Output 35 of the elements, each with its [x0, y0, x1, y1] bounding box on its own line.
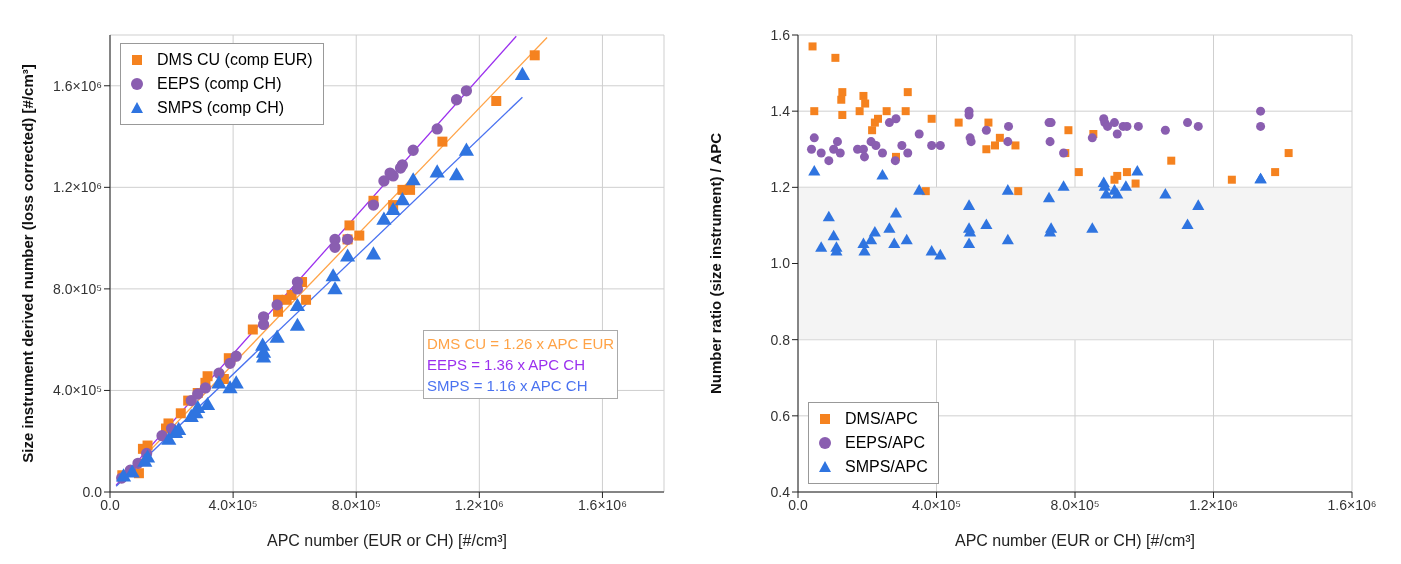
- y-tick-label: 0.4: [770, 483, 791, 500]
- x-axis-title: APC number (EUR or CH) [#/cm³]: [266, 532, 508, 549]
- y-tick-label: 0.8: [770, 331, 791, 348]
- x-tick-label: 0.0: [100, 496, 120, 513]
- annotation: EEPS = 1.36 x APC CH: [427, 354, 586, 375]
- x-axis-title: APC number (EUR or CH) [#/cm³]: [954, 532, 1196, 549]
- x-tick-label: 4.0×10⁵: [208, 496, 258, 513]
- legend-label: SMPS/APC: [845, 458, 928, 476]
- y-axis-title: Size instrument derived number (loss corrected) [#/cm³]: [19, 64, 37, 463]
- y-tick-label: 1.2: [770, 179, 791, 196]
- y-tick-label: 1.6×10⁶: [53, 77, 102, 94]
- x-tick-label: 4.0×10⁵: [911, 496, 962, 513]
- x-tick-label: 1.2×10⁶: [1189, 496, 1238, 513]
- legend-label: DMS/APC: [845, 410, 918, 428]
- x-tick-label: 8.0×10⁵: [1050, 496, 1100, 513]
- y-tick-label: 1.4: [770, 103, 791, 120]
- annotation: SMPS = 1.16 x APC CH: [427, 375, 589, 396]
- legend-label: EEPS/APC: [845, 434, 926, 452]
- legend-label: SMPS (comp CH): [157, 99, 285, 117]
- y-tick-label: 0.0: [82, 483, 103, 500]
- y-tick-label: 1.2×10⁶: [53, 179, 102, 196]
- y-tick-label: 1.6: [770, 26, 791, 43]
- x-tick-label: 0.0: [788, 496, 808, 513]
- x-tick-label: 8.0×10⁵: [331, 496, 381, 513]
- y-axis-title: Number ratio (size instrument) / APC: [707, 132, 725, 395]
- legend-label: EEPS (comp CH): [157, 75, 282, 93]
- y-tick-label: 0.6: [770, 407, 791, 424]
- y-tick-label: 4.0×10⁵: [52, 382, 102, 399]
- y-tick-label: 8.0×10⁵: [52, 280, 102, 297]
- x-tick-label: 1.6×10⁶: [577, 496, 627, 513]
- y-tick-label: 1.0: [770, 255, 791, 272]
- annotation: DMS CU = 1.26 x APC EUR: [427, 333, 615, 354]
- legend-label: DMS CU (comp EUR): [157, 51, 313, 69]
- x-tick-label: 1.2×10⁶: [454, 496, 504, 513]
- x-tick-label: 1.6×10⁶: [1327, 496, 1377, 513]
